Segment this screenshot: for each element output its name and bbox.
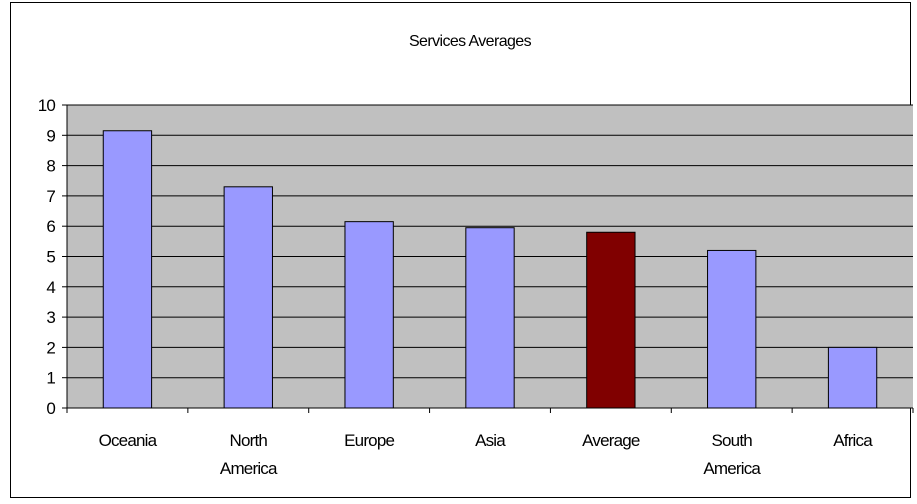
x-tick-label: Africa	[833, 431, 873, 450]
y-tick-label: 9	[46, 126, 55, 145]
y-tick-label: 8	[46, 157, 55, 176]
y-tick-label: 0	[46, 399, 55, 418]
x-tick-label: Asia	[475, 431, 506, 450]
bar	[344, 221, 394, 409]
x-tick-label: Europe	[344, 431, 394, 450]
x-tick-label: South America	[703, 431, 761, 478]
chart-title: Services Averages	[409, 33, 532, 50]
axes	[62, 104, 914, 413]
bar	[223, 186, 273, 409]
bar	[707, 249, 757, 409]
x-tick-label: Oceania	[99, 431, 158, 450]
y-tick-labels: 0 1 2 3 4 5 6 7 8 9 10	[38, 96, 56, 418]
y-tick-label: 3	[46, 308, 55, 327]
y-tick-label: 4	[46, 278, 55, 297]
x-tick-label: North America	[220, 431, 278, 478]
x-tick-label: Average	[582, 431, 640, 450]
y-tick-label: 2	[46, 338, 55, 357]
bar	[586, 231, 636, 409]
x-tick-labels: Oceania North America Europe Asia Average Sout…	[99, 431, 874, 478]
bar	[827, 346, 878, 409]
y-tick-label: 5	[46, 248, 55, 267]
y-tick-label: 1	[46, 369, 55, 388]
bar	[465, 227, 515, 409]
bar	[102, 130, 153, 409]
y-tick-label: 10	[38, 96, 56, 115]
y-tick-label: 7	[46, 187, 55, 206]
bars	[102, 130, 878, 409]
y-tick-label: 6	[46, 217, 55, 236]
